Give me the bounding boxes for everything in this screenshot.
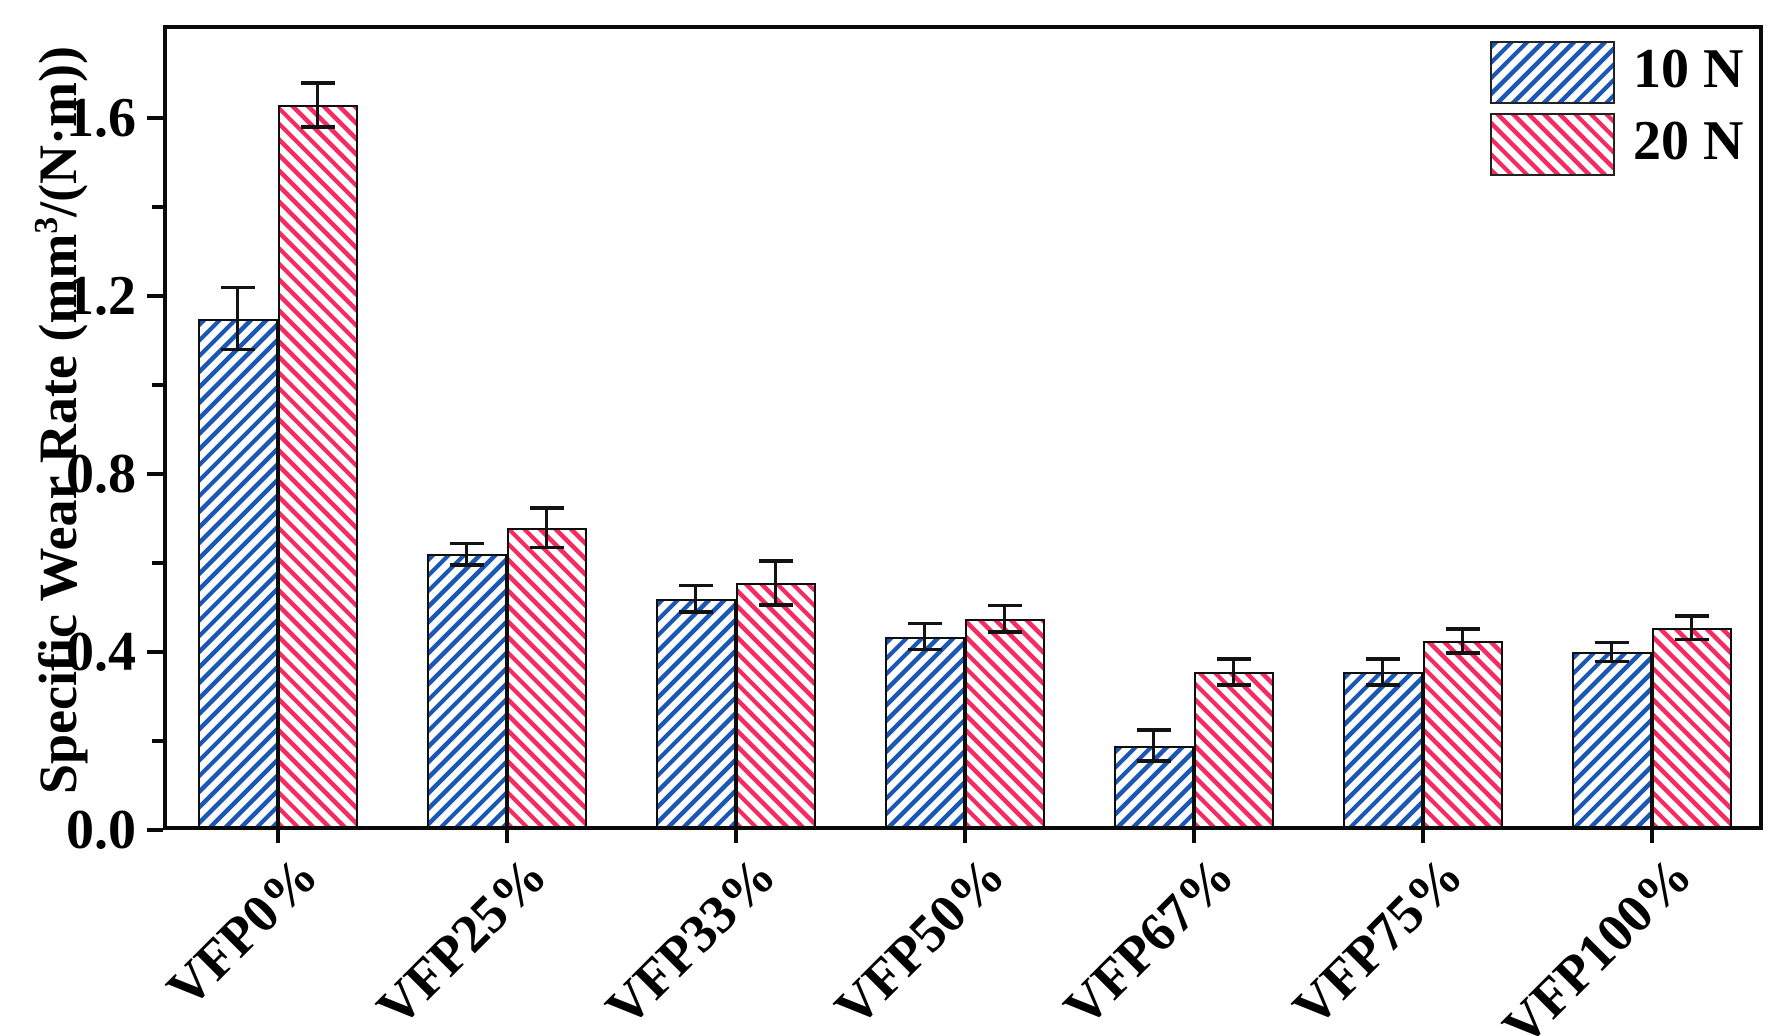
y-axis-title-sup: 3 [28, 216, 65, 234]
legend-label-10n: 10 N [1633, 38, 1744, 100]
errorbar-cap-bottom-vfp67-20n [1216, 683, 1251, 687]
errorbar-vfp0-20n [315, 82, 320, 128]
y-tick-0.8 [147, 472, 163, 477]
y-tick-label-1.2: 1.2 [66, 265, 136, 328]
errorbar-cap-top-vfp33-20n [758, 559, 793, 563]
errorbar-vfp100-10n [1609, 642, 1614, 662]
x-tick-vfp33 [733, 830, 738, 843]
errorbar-cap-bottom-vfp25-20n [529, 545, 564, 550]
errorbar-cap-bottom-vfp33-10n [678, 610, 713, 614]
errorbar-vfp100-20n [1689, 615, 1694, 640]
x-tick-vfp75 [1420, 830, 1425, 843]
x-label-vfp100: VFP100% [1490, 844, 1703, 1036]
y-tick-1.6 [147, 116, 163, 121]
errorbar-cap-top-vfp50-10n [907, 621, 942, 626]
errorbar-cap-bottom-vfp100-10n [1594, 659, 1629, 664]
errorbar-cap-bottom-vfp25-10n [449, 563, 484, 567]
y-tick-0.4 [147, 650, 163, 655]
x-tick-vfp25 [504, 830, 509, 843]
y-tick-1.2 [147, 294, 163, 299]
errorbar-vfp50-20n [1002, 605, 1007, 633]
errorbar-cap-top-vfp67-20n [1216, 657, 1251, 661]
y-tick-label-0.4: 0.4 [66, 621, 136, 684]
errorbar-vfp0-10n [235, 287, 240, 350]
bar-vfp100-10n [1571, 652, 1652, 830]
bar-vfp100-20n [1651, 627, 1732, 830]
bar-vfp33-10n [655, 598, 736, 830]
y-minor-tick-0.2 [152, 739, 163, 743]
plot-area [163, 25, 1763, 830]
y-tick-label-1.6: 1.6 [66, 87, 136, 150]
errorbar-cap-bottom-vfp67-10n [1136, 759, 1171, 763]
bar-vfp50-10n [884, 636, 965, 830]
bar-vfp67-20n [1193, 672, 1274, 830]
errorbar-cap-top-vfp100-10n [1594, 640, 1629, 645]
legend-swatch-20n [1490, 113, 1615, 176]
legend: 10 N 20 N [1490, 38, 1744, 185]
plot-frame-bottom [163, 826, 1763, 830]
bar-vfp33-20n [735, 583, 816, 830]
errorbar-cap-top-vfp100-20n [1674, 614, 1709, 618]
y-tick-label-0.8: 0.8 [66, 443, 136, 506]
errorbar-cap-top-vfp50-20n [987, 603, 1022, 608]
legend-item-10n: 10 N [1490, 38, 1744, 104]
x-label-vfp25: VFP25% [364, 844, 558, 1036]
errorbar-vfp75-10n [1380, 658, 1385, 686]
errorbar-vfp75-20n [1460, 628, 1465, 654]
x-label-vfp67: VFP67% [1051, 844, 1245, 1036]
y-tick-0.0 [147, 828, 163, 832]
errorbar-vfp67-20n [1231, 658, 1236, 686]
y-minor-tick-1.4 [152, 205, 163, 209]
x-label-vfp33: VFP33% [593, 844, 787, 1036]
x-tick-vfp50 [962, 830, 967, 843]
errorbar-cap-bottom-vfp0-10n [220, 347, 255, 352]
errorbar-cap-top-vfp33-10n [678, 583, 713, 588]
errorbar-vfp33-10n [693, 585, 698, 613]
x-label-vfp0: VFP0% [154, 844, 329, 1019]
errorbar-cap-bottom-vfp33-20n [758, 603, 793, 607]
errorbar-cap-top-vfp75-10n [1365, 657, 1400, 661]
bar-vfp75-20n [1422, 640, 1503, 830]
bar-vfp25-10n [426, 554, 507, 830]
errorbar-vfp25-10n [464, 543, 469, 566]
bar-vfp50-20n [964, 618, 1045, 830]
errorbar-cap-top-vfp67-10n [1136, 728, 1171, 732]
x-tick-vfp100 [1649, 830, 1654, 843]
errorbar-cap-bottom-vfp0-20n [300, 125, 335, 129]
errorbar-cap-bottom-vfp100-20n [1674, 637, 1709, 642]
legend-item-20n: 20 N [1490, 110, 1744, 176]
errorbar-cap-bottom-vfp50-20n [987, 630, 1022, 634]
errorbar-vfp67-10n [1151, 729, 1156, 762]
errorbar-vfp33-20n [773, 560, 778, 606]
x-label-vfp75: VFP75% [1280, 844, 1474, 1036]
errorbar-cap-bottom-vfp75-20n [1445, 651, 1480, 655]
y-tick-label-0.0: 0.0 [66, 799, 136, 861]
plot-frame-top [163, 25, 1763, 29]
errorbar-cap-top-vfp0-10n [220, 285, 255, 290]
bar-vfp0-20n [277, 105, 358, 830]
legend-swatch-10n [1490, 41, 1615, 104]
y-minor-tick-0.6 [152, 561, 163, 565]
plot-frame-right [1759, 25, 1763, 830]
x-tick-vfp67 [1191, 830, 1196, 843]
errorbar-cap-top-vfp75-20n [1445, 627, 1480, 631]
x-tick-vfp0 [275, 830, 280, 843]
plot-frame-left [163, 25, 167, 830]
errorbar-cap-top-vfp25-10n [449, 541, 484, 546]
errorbar-vfp50-10n [922, 623, 927, 650]
legend-label-20n: 20 N [1633, 110, 1744, 172]
y-minor-tick-1 [152, 383, 163, 387]
errorbar-cap-top-vfp25-20n [529, 506, 564, 510]
bar-vfp25-20n [506, 527, 587, 830]
errorbar-cap-bottom-vfp50-10n [907, 647, 942, 652]
bar-vfp0-10n [197, 318, 278, 830]
errorbar-cap-top-vfp0-20n [300, 81, 335, 85]
errorbar-cap-bottom-vfp75-10n [1365, 683, 1400, 687]
x-label-vfp50: VFP50% [822, 844, 1016, 1036]
bar-vfp75-10n [1342, 672, 1423, 830]
errorbar-vfp25-20n [544, 507, 549, 548]
